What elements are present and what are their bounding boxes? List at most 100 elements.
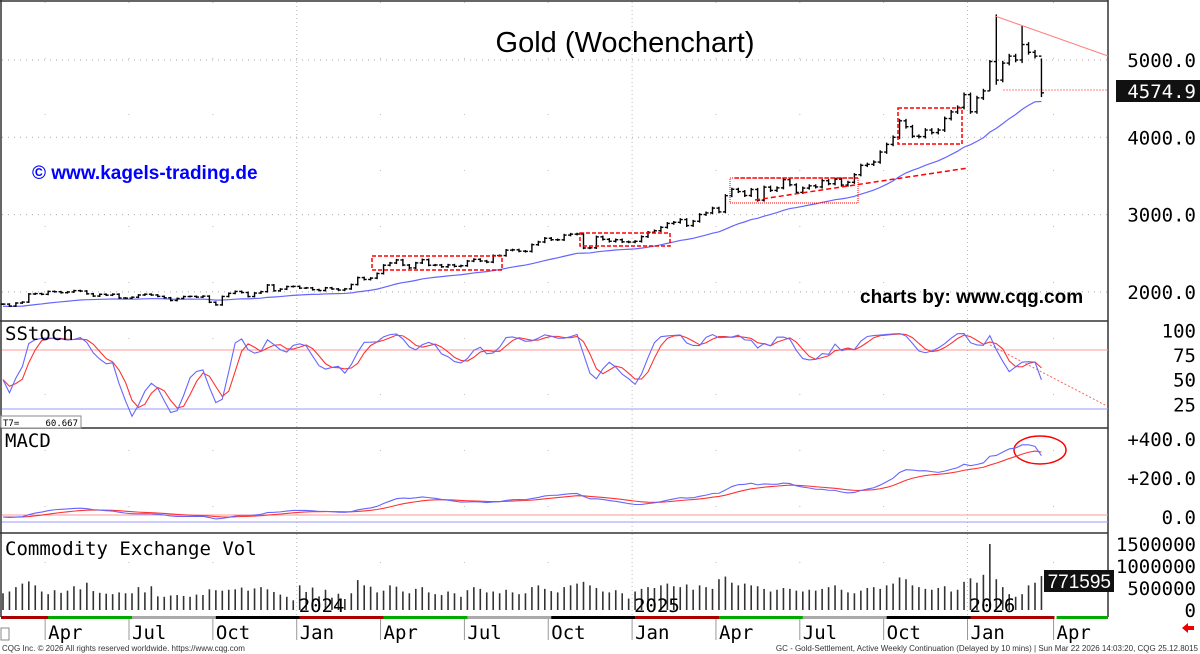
- consolidation-box-3: [729, 177, 859, 204]
- price-bar: [335, 288, 341, 291]
- period-segment: [970, 616, 1055, 619]
- price-bar: [135, 294, 141, 299]
- price-tick-label: 2000.0: [1127, 282, 1196, 304]
- price-bar: [323, 286, 328, 292]
- volume-tick-label: 1500000: [1116, 534, 1196, 556]
- moving-average-line: [2, 100, 1042, 308]
- price-bar: [329, 286, 335, 290]
- month-label: Jan: [971, 622, 1005, 644]
- support-trendline: [754, 167, 969, 201]
- price-bar: [71, 289, 77, 293]
- price-bar: [90, 292, 96, 297]
- chart-title: Gold (Wochenchart): [496, 27, 755, 59]
- price-bar: [903, 118, 909, 129]
- period-segment: [551, 616, 636, 619]
- period-segment: [802, 616, 887, 619]
- price-bar: [445, 263, 451, 268]
- price-bar: [284, 285, 290, 291]
- price-bar: [187, 295, 193, 298]
- price-bar: [342, 287, 348, 291]
- macd-tick-label: +400.0: [1127, 429, 1196, 451]
- last-volume-tag: [1044, 570, 1114, 592]
- year-label: 2025: [634, 595, 680, 617]
- period-segment: [467, 616, 552, 619]
- price-bar: [871, 160, 877, 167]
- moving-average: [2, 100, 1042, 308]
- price-bar: [929, 128, 935, 135]
- price-bar: [503, 248, 509, 257]
- month-label: Oct: [551, 622, 585, 644]
- price-bar: [839, 177, 844, 187]
- stoch-tick-label: 75: [1173, 345, 1196, 367]
- price-bar: [522, 249, 528, 253]
- price-bar: [697, 213, 703, 223]
- price-bars: [0, 14, 1044, 307]
- price-bar: [535, 240, 541, 246]
- price-bar: [419, 258, 425, 265]
- price-bar: [1000, 60, 1006, 83]
- price-bar: [103, 293, 109, 297]
- stoch-k-line: [2, 332, 1042, 418]
- price-bar: [819, 179, 825, 189]
- volume-label: Commodity Exchange Vol: [5, 538, 257, 560]
- price-bar: [832, 177, 838, 186]
- period-segment: [215, 616, 300, 619]
- price-bar: [742, 190, 748, 198]
- price-bar: [626, 240, 632, 244]
- price-bar: [310, 286, 316, 291]
- price-bar: [884, 142, 890, 154]
- price-bar: [387, 261, 393, 267]
- month-label: Apr: [384, 622, 418, 644]
- price-bar: [52, 290, 58, 293]
- price-bar: [148, 293, 154, 296]
- macd-tick-label: +200.0: [1127, 468, 1196, 490]
- price-bar: [471, 258, 477, 263]
- stoch-trendline: [989, 344, 1106, 406]
- price-bar: [632, 240, 638, 244]
- price-bar: [793, 183, 799, 194]
- price-bar: [671, 220, 677, 225]
- scroll-box[interactable]: [0, 627, 10, 641]
- stoch-readout-value: 60.667: [45, 419, 78, 429]
- consolidation-box-2: [579, 232, 671, 247]
- price-bar: [774, 186, 780, 192]
- month-label: Oct: [887, 622, 921, 644]
- month-label: Jul: [132, 622, 166, 644]
- price-bar: [181, 295, 187, 300]
- price-bar: [77, 289, 83, 292]
- price-bar: [780, 178, 786, 190]
- price-bar: [464, 259, 470, 267]
- scroll-right-arrow-icon[interactable]: [1182, 623, 1194, 633]
- price-bar: [232, 290, 238, 295]
- period-segment: [383, 616, 468, 619]
- price-bar: [174, 297, 180, 302]
- price-bar: [6, 303, 12, 307]
- price-bar: [297, 285, 303, 290]
- stoch-tick-label: 100: [1162, 320, 1196, 342]
- price-bar: [813, 184, 819, 189]
- month-label: Jan: [300, 622, 334, 644]
- volume-tick-label: 0: [1185, 600, 1196, 622]
- volume-bars: [2, 544, 1043, 610]
- price-bar: [368, 277, 374, 281]
- price-bar: [1013, 53, 1019, 63]
- price-bar: [787, 178, 793, 187]
- month-label: Apr: [48, 622, 82, 644]
- price-bar: [252, 292, 258, 298]
- price-bar: [316, 288, 322, 292]
- time-axis: Apr Jul Oct Jan Apr Jul Oct Jan Apr Jul Oct Jan Apr 2…: [44, 595, 1091, 644]
- price-bar: [58, 290, 64, 294]
- price-bar: [426, 258, 432, 267]
- price-bar: [948, 109, 954, 121]
- price-bar: [587, 246, 593, 250]
- price-bar: [452, 263, 457, 268]
- price-bar: [271, 284, 277, 292]
- price-bar: [13, 302, 19, 307]
- price-bar: [1032, 49, 1038, 59]
- price-bar: [168, 296, 174, 302]
- price-bar: [890, 135, 896, 147]
- price-bar: [484, 259, 490, 264]
- price-bar: [968, 92, 973, 114]
- price-bar: [639, 235, 645, 243]
